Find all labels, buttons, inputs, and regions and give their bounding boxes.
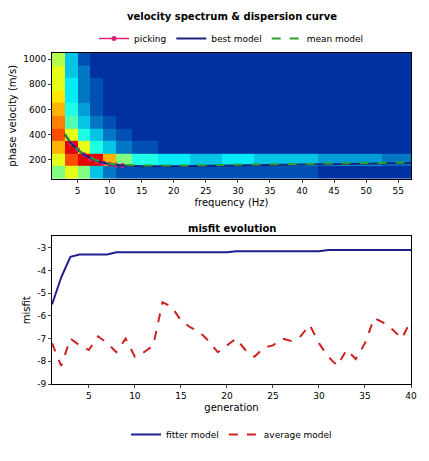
svg-text:-3: -3 xyxy=(37,243,46,253)
svg-text:-7: -7 xyxy=(37,334,46,344)
svg-text:misfit: misfit xyxy=(21,296,32,324)
svg-text:mean model: mean model xyxy=(307,34,363,44)
svg-text:5: 5 xyxy=(75,186,81,196)
svg-text:20: 20 xyxy=(168,186,180,196)
svg-text:-5: -5 xyxy=(37,288,46,298)
svg-text:fitter model: fitter model xyxy=(166,430,219,440)
svg-text:average model: average model xyxy=(264,430,332,440)
svg-text:35: 35 xyxy=(359,391,370,401)
svg-text:20: 20 xyxy=(221,391,233,401)
svg-text:15: 15 xyxy=(136,186,147,196)
svg-text:frequency (Hz): frequency (Hz) xyxy=(195,197,269,208)
svg-text:phase velocity (m/s): phase velocity (m/s) xyxy=(7,65,18,167)
svg-text:35: 35 xyxy=(264,186,275,196)
svg-text:40: 40 xyxy=(405,391,417,401)
svg-text:misfit evolution: misfit evolution xyxy=(188,223,276,234)
svg-text:-9: -9 xyxy=(37,379,46,389)
svg-text:45: 45 xyxy=(328,186,339,196)
svg-text:-6: -6 xyxy=(37,311,46,321)
svg-text:5: 5 xyxy=(86,391,92,401)
svg-text:200: 200 xyxy=(29,155,46,165)
svg-text:50: 50 xyxy=(360,186,372,196)
svg-text:10: 10 xyxy=(129,391,141,401)
svg-text:10: 10 xyxy=(104,186,116,196)
svg-text:55: 55 xyxy=(392,186,403,196)
svg-text:-8: -8 xyxy=(37,356,46,366)
svg-text:25: 25 xyxy=(267,391,278,401)
svg-text:velocity spectrum & dispersion: velocity spectrum & dispersion curve xyxy=(127,11,337,22)
svg-text:1000: 1000 xyxy=(23,54,46,64)
svg-text:40: 40 xyxy=(296,186,308,196)
svg-text:25: 25 xyxy=(200,186,211,196)
svg-text:400: 400 xyxy=(29,130,46,140)
svg-text:picking: picking xyxy=(134,34,166,44)
svg-text:generation: generation xyxy=(204,402,258,413)
svg-text:best model: best model xyxy=(211,34,261,44)
svg-text:30: 30 xyxy=(313,391,325,401)
svg-text:-4: -4 xyxy=(37,266,46,276)
svg-text:600: 600 xyxy=(29,105,46,115)
svg-text:800: 800 xyxy=(29,79,46,89)
svg-text:30: 30 xyxy=(232,186,244,196)
svg-text:15: 15 xyxy=(175,391,186,401)
